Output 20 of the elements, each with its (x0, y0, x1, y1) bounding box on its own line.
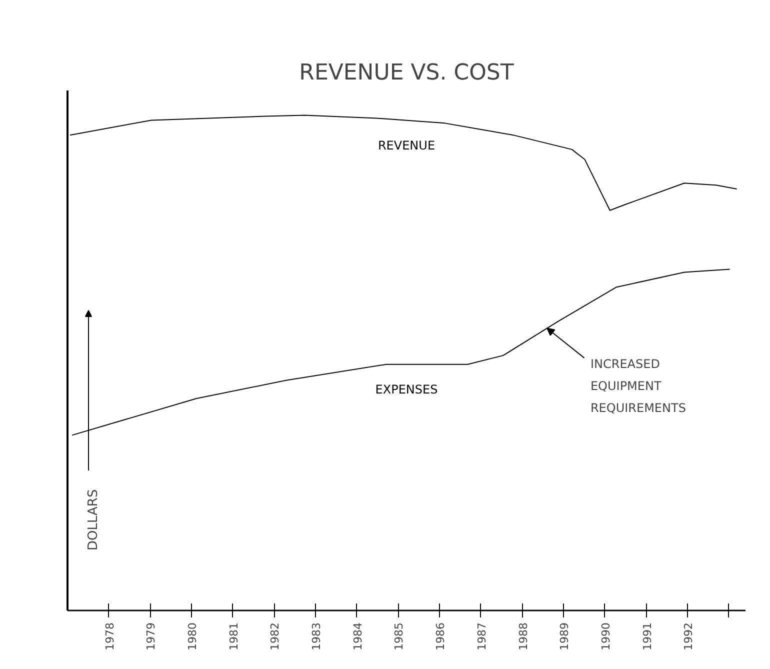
x-tick-label: 1978 (103, 622, 116, 650)
x-tick-label: 1989 (558, 622, 572, 650)
x-tick-label: 1980 (186, 622, 200, 650)
x-tick-label: 1992 (682, 622, 696, 650)
x-tick-label: 1981 (227, 622, 240, 650)
y-axis-title: DOLLARS (86, 489, 101, 550)
annotation: INCREASED EQUIPMENT REQUIREMENTS (590, 356, 686, 415)
series-label: REVENUE (378, 138, 436, 152)
series-label: EXPENSES (375, 382, 438, 396)
x-tick-label: 1988 (516, 622, 530, 650)
x-tick-label: 1991 (640, 622, 654, 650)
x-tick-label: 1984 (351, 622, 364, 650)
x-tick-label: 1986 (434, 622, 448, 650)
x-tick-label: 1985 (392, 622, 406, 650)
x-tick-label: 1987 (475, 622, 488, 650)
x-tick-label: 1983 (310, 622, 324, 650)
x-tick-label: 1982 (268, 622, 282, 650)
chart-title: REVENUE VS. COST (299, 60, 514, 86)
x-tick-label: 1979 (144, 622, 158, 650)
x-tick-label: 1990 (599, 622, 612, 650)
